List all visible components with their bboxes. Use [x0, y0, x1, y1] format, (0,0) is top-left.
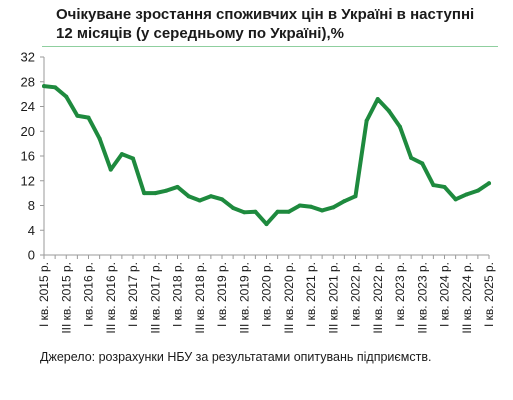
- x-tick-label: I кв. 2019 р.: [215, 262, 229, 327]
- x-tick-label: I кв. 2023 р.: [393, 262, 407, 327]
- data-point: [487, 181, 491, 186]
- y-tick-label: 24: [21, 99, 35, 114]
- data-point: [242, 210, 247, 215]
- y-tick-label: 0: [28, 248, 35, 263]
- y-tick-label: 32: [21, 50, 35, 65]
- x-tick-label: I кв. 2021 р.: [304, 262, 318, 327]
- data-point: [409, 155, 414, 160]
- x-tick-label: I кв. 2024 р.: [438, 262, 452, 327]
- data-point: [142, 191, 147, 196]
- data-point: [253, 209, 258, 214]
- source-note: Джерело: розрахунки НБУ за результатами …: [40, 350, 432, 364]
- data-point: [275, 209, 280, 214]
- x-tick-label: III кв. 2016 р.: [104, 262, 118, 334]
- data-point: [97, 136, 102, 141]
- data-point: [186, 194, 191, 199]
- y-tick-label: 20: [21, 124, 35, 139]
- data-point: [153, 191, 158, 196]
- y-tick-label: 4: [28, 223, 35, 238]
- chart-title: Очікуване зростання споживчих цін в Укра…: [56, 6, 475, 42]
- y-tick-label: 28: [21, 74, 35, 89]
- data-point: [119, 152, 124, 157]
- x-tick-label: III кв. 2015 р.: [59, 262, 73, 334]
- data-point: [75, 113, 80, 118]
- data-point: [297, 203, 302, 208]
- data-point: [309, 204, 313, 209]
- data-point: [342, 199, 347, 204]
- data-point: [220, 197, 224, 202]
- data-point: [475, 188, 480, 193]
- data-point: [164, 188, 169, 193]
- x-axis-ticks: I кв. 2015 р. III кв. 2015 р. I кв. 2016 р…: [37, 255, 496, 334]
- x-tick-label: III кв. 2017 р.: [148, 262, 162, 334]
- x-tick-label: I кв. 2015 р.: [37, 262, 51, 327]
- data-point: [364, 118, 369, 123]
- data-point: [464, 192, 469, 197]
- data-point: [86, 115, 91, 120]
- data-point: [353, 194, 358, 199]
- y-tick-label: 16: [21, 149, 35, 164]
- x-tick-label: III кв. 2019 р.: [237, 262, 251, 334]
- title-divider: [42, 46, 498, 47]
- data-point: [175, 184, 180, 189]
- data-point: [442, 184, 447, 189]
- x-tick-label: III кв. 2024 р.: [460, 262, 474, 334]
- x-tick-label: III кв. 2022 р.: [371, 262, 385, 334]
- data-point: [64, 94, 69, 99]
- data-point: [264, 222, 269, 227]
- x-tick-label: I кв. 2018 р.: [171, 262, 185, 327]
- data-point: [398, 124, 402, 129]
- y-axis-ticks: 0 4 8 12 16 20 24 28 32: [21, 50, 44, 263]
- x-tick-label: I кв. 2017 р.: [126, 262, 140, 327]
- data-point: [331, 205, 336, 210]
- data-point: [320, 208, 325, 213]
- y-tick-label: 8: [28, 198, 35, 213]
- data-point: [420, 161, 425, 166]
- data-point: [131, 156, 135, 161]
- data-point: [431, 183, 436, 188]
- x-tick-label: III кв. 2018 р.: [193, 262, 207, 334]
- data-point: [453, 197, 458, 202]
- series-line: [42, 84, 491, 227]
- x-tick-label: I кв. 2022 р.: [349, 262, 363, 327]
- y-tick-label: 12: [21, 173, 35, 188]
- x-tick-label: I кв. 2020 р.: [260, 262, 274, 327]
- x-tick-label: III кв. 2021 р.: [326, 262, 340, 334]
- data-point: [208, 194, 213, 199]
- data-point: [231, 205, 236, 210]
- series-line-group: [42, 84, 491, 227]
- x-tick-label: III кв. 2023 р.: [415, 262, 429, 334]
- data-point: [42, 84, 46, 89]
- x-tick-label: I кв. 2025 р.: [482, 262, 496, 327]
- data-point: [386, 108, 391, 113]
- data-point: [286, 209, 291, 214]
- data-point: [375, 97, 380, 102]
- x-tick-label: III кв. 2020 р.: [282, 262, 296, 334]
- data-point: [197, 198, 202, 203]
- data-point: [108, 167, 113, 172]
- data-point: [53, 85, 58, 90]
- x-tick-label: I кв. 2016 р.: [82, 262, 96, 327]
